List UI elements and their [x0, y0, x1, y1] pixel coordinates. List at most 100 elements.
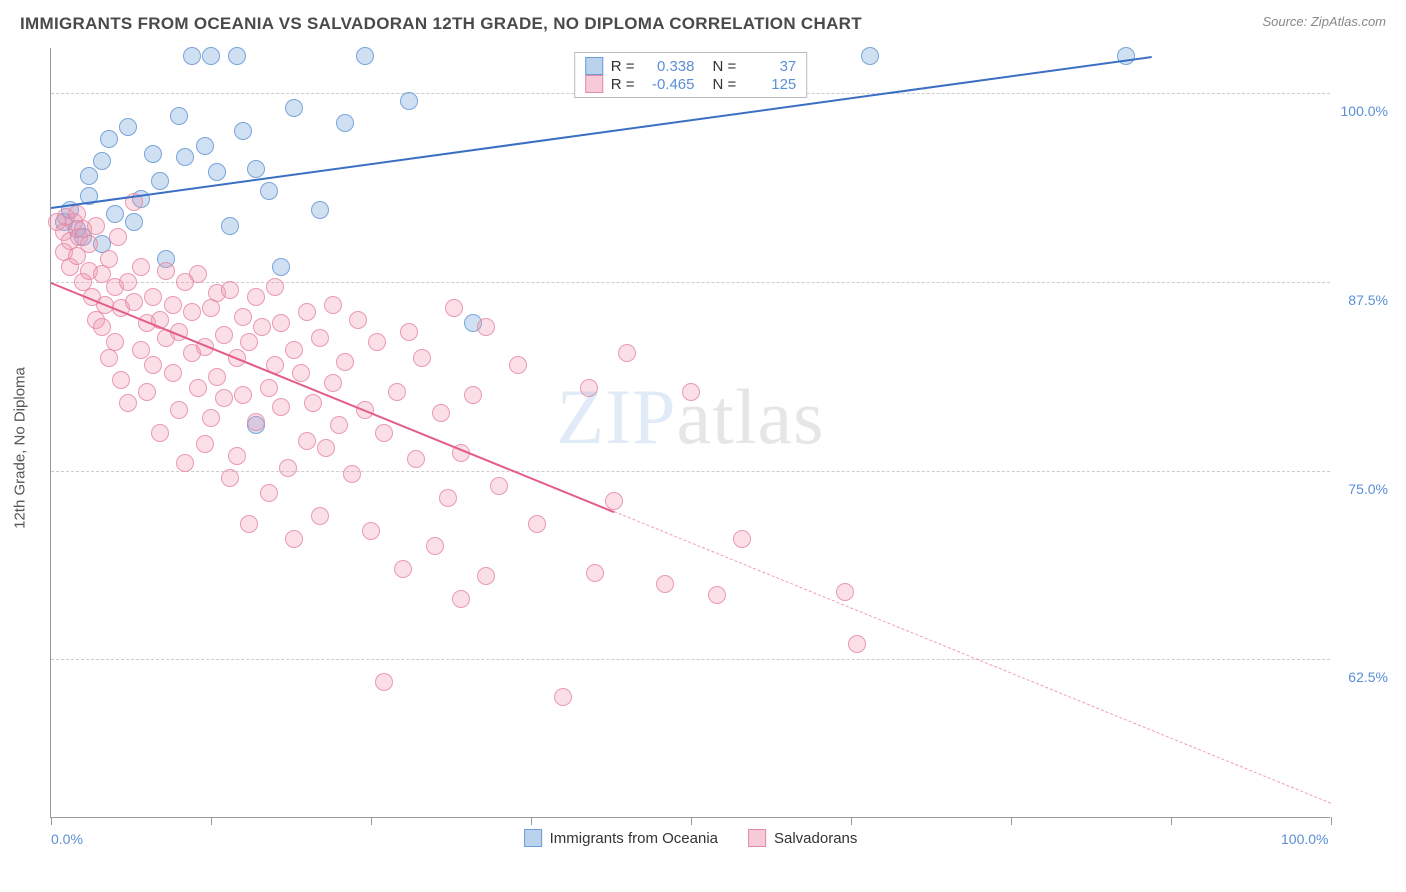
data-point: [375, 424, 393, 442]
legend-row-salvadoran: R = -0.465 N = 125: [585, 75, 797, 93]
data-point: [196, 137, 214, 155]
data-point: [170, 107, 188, 125]
gridline: [51, 659, 1330, 660]
data-point: [452, 590, 470, 608]
data-point: [343, 465, 361, 483]
n-value-salvadoran: 125: [744, 76, 796, 93]
data-point: [144, 356, 162, 374]
data-point: [605, 492, 623, 510]
correlation-legend: R = 0.338 N = 37 R = -0.465 N = 125: [574, 52, 808, 98]
x-axis-legend: Immigrants from Oceania Salvadorans: [524, 829, 858, 847]
x-tick-label: 0.0%: [51, 831, 83, 847]
data-point: [106, 333, 124, 351]
legend-item-salvadoran: Salvadorans: [748, 829, 857, 847]
data-point: [125, 293, 143, 311]
data-point: [279, 459, 297, 477]
data-point: [682, 383, 700, 401]
x-tick: [851, 817, 852, 825]
data-point: [151, 172, 169, 190]
data-point: [285, 341, 303, 359]
trend-line: [614, 511, 1331, 804]
data-point: [400, 323, 418, 341]
y-tick-label: 100.0%: [1341, 103, 1388, 119]
data-point: [247, 288, 265, 306]
data-point: [580, 379, 598, 397]
data-point: [362, 522, 380, 540]
data-point: [80, 235, 98, 253]
data-point: [151, 424, 169, 442]
watermark-light: atlas: [677, 373, 825, 460]
r-label: R =: [611, 76, 635, 93]
x-tick: [531, 817, 532, 825]
data-point: [336, 353, 354, 371]
y-tick-label: 62.5%: [1348, 669, 1388, 685]
n-label: N =: [713, 76, 737, 93]
x-tick: [1011, 817, 1012, 825]
data-point: [144, 145, 162, 163]
x-tick: [691, 817, 692, 825]
data-point: [189, 265, 207, 283]
data-point: [349, 311, 367, 329]
data-point: [183, 303, 201, 321]
data-point: [93, 318, 111, 336]
data-point: [298, 432, 316, 450]
data-point: [324, 374, 342, 392]
data-point: [356, 47, 374, 65]
data-point: [164, 364, 182, 382]
data-point: [164, 296, 182, 314]
data-point: [183, 47, 201, 65]
data-point: [247, 160, 265, 178]
data-point: [215, 389, 233, 407]
data-point: [272, 314, 290, 332]
data-point: [119, 273, 137, 291]
data-point: [285, 99, 303, 117]
x-tick: [1171, 817, 1172, 825]
data-point: [260, 379, 278, 397]
data-point: [109, 228, 127, 246]
r-value-salvadoran: -0.465: [643, 76, 695, 93]
data-point: [292, 364, 310, 382]
data-point: [112, 371, 130, 389]
x-tick: [211, 817, 212, 825]
data-point: [285, 530, 303, 548]
plot-area: ZIPatlas R = 0.338 N = 37 R = -0.465 N =…: [50, 48, 1330, 818]
y-tick-label: 75.0%: [1348, 481, 1388, 497]
data-point: [157, 262, 175, 280]
data-point: [848, 635, 866, 653]
data-point: [228, 447, 246, 465]
data-point: [106, 205, 124, 223]
legend-item-oceania: Immigrants from Oceania: [524, 829, 718, 847]
data-point: [132, 341, 150, 359]
data-point: [554, 688, 572, 706]
data-point: [426, 537, 444, 555]
data-point: [247, 413, 265, 431]
data-point: [234, 308, 252, 326]
chart-title: IMMIGRANTS FROM OCEANIA VS SALVADORAN 12…: [20, 14, 862, 34]
x-tick: [1331, 817, 1332, 825]
data-point: [176, 454, 194, 472]
r-label: R =: [611, 58, 635, 75]
legend-label-oceania: Immigrants from Oceania: [550, 830, 718, 847]
data-point: [317, 439, 335, 457]
swatch-pink-icon: [585, 75, 603, 93]
data-point: [708, 586, 726, 604]
data-point: [221, 281, 239, 299]
data-point: [836, 583, 854, 601]
data-point: [388, 383, 406, 401]
data-point: [586, 564, 604, 582]
data-point: [240, 333, 258, 351]
data-point: [861, 47, 879, 65]
data-point: [618, 344, 636, 362]
data-point: [407, 450, 425, 468]
swatch-pink-icon: [748, 829, 766, 847]
x-tick: [51, 817, 52, 825]
data-point: [464, 386, 482, 404]
data-point: [93, 152, 111, 170]
legend-row-oceania: R = 0.338 N = 37: [585, 57, 797, 75]
data-point: [202, 409, 220, 427]
data-point: [490, 477, 508, 495]
gridline: [51, 471, 1330, 472]
chart-container: 12th Grade, No Diploma ZIPatlas R = 0.33…: [50, 48, 1390, 848]
n-value-oceania: 37: [744, 58, 796, 75]
data-point: [87, 217, 105, 235]
